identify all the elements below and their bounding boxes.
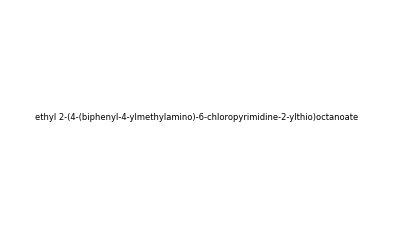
- Text: ethyl 2-(4-(biphenyl-4-ylmethylamino)-6-chloropyrimidine-2-ylthio)octanoate: ethyl 2-(4-(biphenyl-4-ylmethylamino)-6-…: [35, 113, 358, 122]
